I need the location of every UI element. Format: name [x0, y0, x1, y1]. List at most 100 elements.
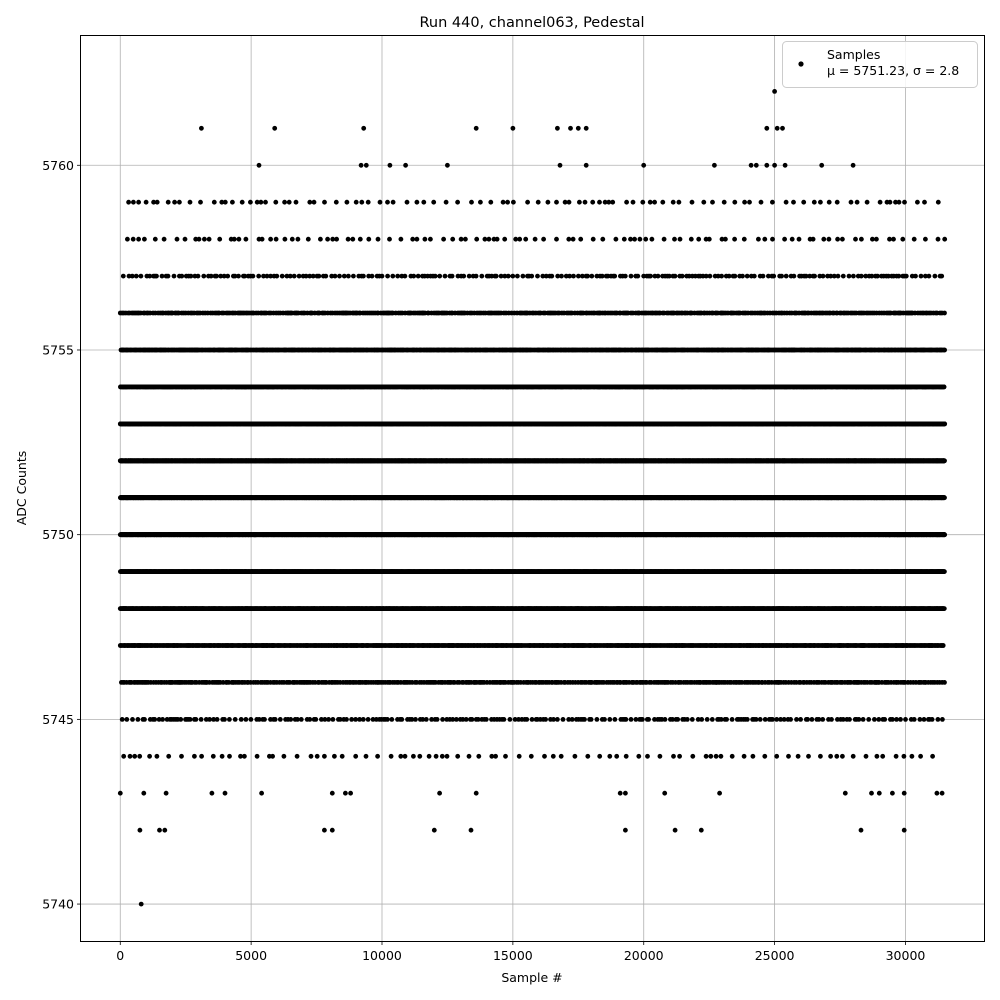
data-point	[671, 753, 676, 759]
data-point	[935, 717, 941, 722]
data-point	[847, 717, 852, 722]
data-point	[399, 717, 405, 722]
data-point	[528, 753, 534, 759]
data-point	[929, 717, 935, 722]
data-point	[670, 717, 675, 722]
data-point	[210, 753, 216, 759]
data-point	[675, 717, 681, 722]
data-point	[337, 717, 343, 722]
data-point	[353, 753, 359, 759]
data-point	[469, 717, 475, 722]
data-point	[805, 717, 810, 722]
data-point	[890, 717, 895, 722]
data-point	[930, 753, 935, 759]
data-point	[718, 717, 724, 722]
data-point	[699, 717, 705, 722]
data-point	[193, 717, 199, 722]
data-point	[911, 717, 917, 722]
data-point	[198, 717, 204, 722]
data-point	[423, 717, 429, 722]
data-point	[662, 717, 668, 722]
data-point	[398, 753, 404, 759]
data-point	[542, 753, 547, 759]
data-point	[607, 717, 613, 722]
data-point	[512, 717, 518, 722]
data-point	[695, 717, 701, 722]
data-point	[137, 753, 143, 759]
data-point	[798, 717, 803, 722]
data-point	[313, 717, 319, 722]
data-point	[840, 717, 846, 722]
data-point	[560, 717, 566, 722]
data-point	[757, 717, 763, 722]
data-point	[476, 753, 482, 759]
data-point	[543, 717, 548, 722]
data-point	[489, 753, 495, 759]
data-point	[439, 753, 445, 759]
data-point	[433, 753, 439, 759]
data-point	[501, 717, 507, 722]
data-point	[840, 753, 845, 759]
data-point	[203, 717, 209, 722]
data-point	[365, 717, 371, 722]
data-point	[160, 717, 166, 722]
data-point	[493, 753, 498, 759]
data-point	[444, 753, 450, 759]
data-point	[942, 680, 947, 685]
data-point	[214, 717, 220, 722]
data-point	[463, 717, 469, 722]
data-point	[238, 717, 244, 722]
data-point	[806, 753, 811, 759]
data-point	[657, 753, 663, 759]
data-point	[940, 643, 946, 648]
data-point	[555, 717, 560, 722]
data-point	[295, 717, 300, 722]
data-point	[856, 717, 862, 722]
data-point	[640, 717, 645, 722]
data-point	[119, 717, 125, 722]
data-point	[277, 717, 283, 722]
data-point	[582, 717, 587, 722]
data-point	[903, 717, 908, 722]
data-point	[729, 753, 735, 759]
data-point	[434, 717, 440, 722]
data-point	[652, 717, 657, 722]
data-point	[677, 753, 682, 759]
data-point	[941, 606, 947, 611]
data-point	[569, 717, 575, 722]
data-point	[708, 753, 714, 759]
data-point	[142, 717, 147, 722]
data-point	[503, 753, 508, 759]
data-point	[781, 717, 787, 722]
data-point	[774, 753, 780, 759]
data-point	[894, 717, 899, 722]
data-point	[389, 717, 395, 722]
data-point	[248, 717, 254, 722]
data-point	[440, 717, 445, 722]
data-point	[917, 717, 923, 722]
data-point	[132, 753, 138, 759]
data-point	[227, 753, 232, 759]
data-point	[152, 717, 158, 722]
data-point	[242, 753, 247, 759]
data-point	[298, 717, 304, 722]
data-point	[940, 717, 945, 722]
data-point	[294, 753, 300, 759]
data-point	[623, 717, 629, 722]
data-point	[417, 753, 423, 759]
data-point	[156, 717, 162, 722]
data-point	[762, 717, 768, 722]
data-point	[360, 717, 366, 722]
data-point	[866, 717, 872, 722]
data-point	[724, 717, 729, 722]
data-point	[623, 753, 629, 759]
data-point	[238, 753, 243, 759]
data-point	[262, 717, 267, 722]
data-point	[187, 717, 193, 722]
data-point	[594, 717, 600, 722]
data-point	[880, 753, 886, 759]
data-point	[684, 717, 690, 722]
data-point	[426, 753, 432, 759]
data-point	[272, 717, 278, 722]
